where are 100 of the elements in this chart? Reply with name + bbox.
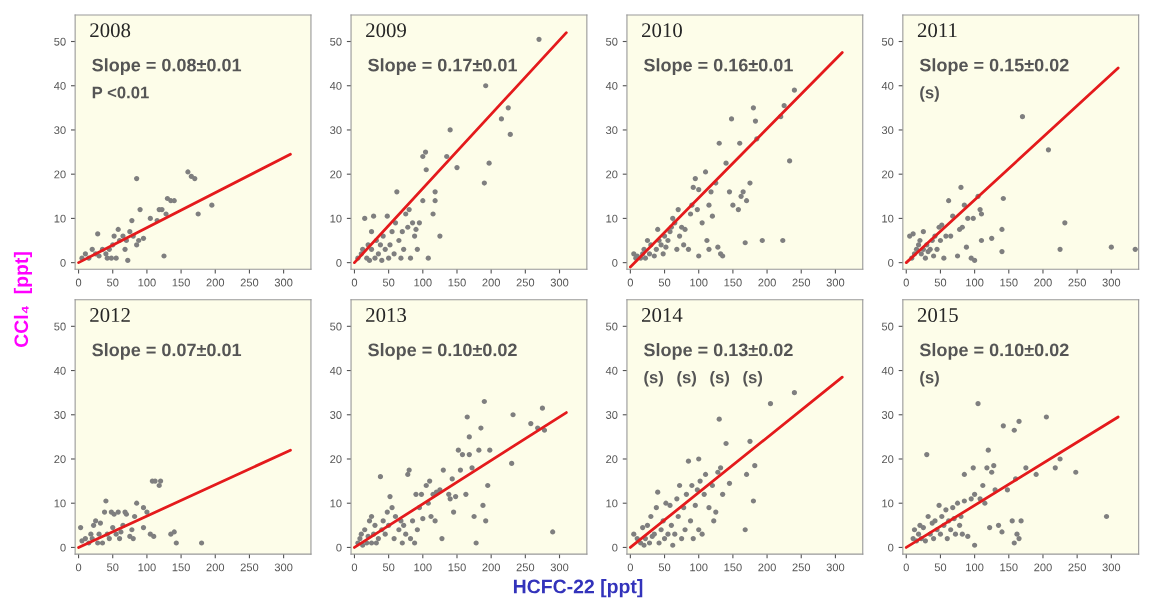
annotation: (s) xyxy=(743,370,763,387)
x-tick-label: 0 xyxy=(351,278,358,287)
x-tick-label: 200 xyxy=(206,563,225,572)
annotation: Slope = 0.10±0.02 xyxy=(919,343,1069,360)
y-tick-label: 40 xyxy=(881,366,894,375)
x-tick-label: 300 xyxy=(1102,278,1121,287)
y-tick-label: 10 xyxy=(606,214,618,223)
x-tick-label: 50 xyxy=(934,563,947,572)
x-tick-label: 250 xyxy=(240,278,259,287)
x-tick-label: 200 xyxy=(1034,278,1052,287)
y-tick-label: 40 xyxy=(54,366,66,375)
y-tick-label: 0 xyxy=(60,258,66,267)
x-tick-label: 200 xyxy=(482,563,500,572)
y-tick-label: 0 xyxy=(336,258,342,267)
y-tick-label: 20 xyxy=(54,455,66,464)
y-tick-label: 10 xyxy=(882,214,894,223)
y-tick-label: 50 xyxy=(330,37,342,46)
x-tick-label: 150 xyxy=(1000,278,1018,287)
x-tick-label: 0 xyxy=(627,563,634,572)
y-tick-label: 50 xyxy=(54,322,66,331)
x-tick-label: 100 xyxy=(690,278,708,287)
y-tick-label: 0 xyxy=(336,543,342,552)
x-tick-label: 0 xyxy=(351,563,358,572)
x-tick-label: 0 xyxy=(627,278,634,287)
x-tick-label: 300 xyxy=(1102,563,1121,572)
y-tick-label: 30 xyxy=(54,411,66,419)
x-tick-label: 150 xyxy=(724,563,742,572)
y-tick-label: 20 xyxy=(606,455,618,464)
x-tick-label: 250 xyxy=(516,563,535,572)
chart-title: 2015 xyxy=(917,308,958,323)
x-tick-label: 300 xyxy=(826,278,845,287)
annotation: Slope = 0.17±0.01 xyxy=(368,58,517,76)
x-tick-label: 50 xyxy=(107,278,119,287)
x-tick-label: 250 xyxy=(1068,278,1086,287)
x-tick-label: 300 xyxy=(550,563,569,572)
annotation: (s) xyxy=(920,370,939,387)
y-tick-label: 50 xyxy=(606,322,618,331)
x-tick-label: 250 xyxy=(792,563,811,572)
y-tick-label: 40 xyxy=(605,366,618,375)
x-tick-label: 200 xyxy=(758,563,776,572)
y-tick-label: 0 xyxy=(888,543,894,552)
y-axis-title: CCl₄ [ppt] xyxy=(13,252,32,348)
x-tick-label: 0 xyxy=(75,278,82,287)
x-tick-label: 200 xyxy=(1034,563,1052,572)
y-tick-label: 10 xyxy=(606,499,618,508)
x-tick-label: 100 xyxy=(690,563,708,572)
x-tick-label: 50 xyxy=(934,278,947,287)
x-tick-label: 100 xyxy=(414,278,432,287)
y-tick-label: 0 xyxy=(60,543,66,552)
y-tick-label: 30 xyxy=(330,411,342,419)
chart-title: 2010 xyxy=(642,23,682,38)
y-tick-label: 10 xyxy=(330,214,342,223)
y-tick-label: 20 xyxy=(330,455,342,464)
x-tick-label: 250 xyxy=(516,278,535,287)
y-tick-label: 50 xyxy=(881,322,894,331)
x-tick-label: 50 xyxy=(382,563,395,572)
chart-title: 2009 xyxy=(366,23,406,38)
x-tick-label: 100 xyxy=(966,563,984,572)
x-tick-label: 0 xyxy=(903,563,909,572)
chart-title: 2011 xyxy=(917,23,957,38)
x-tick-label: 50 xyxy=(382,278,395,287)
annotation: Slope = 0.08±0.01 xyxy=(92,58,242,76)
x-tick-label: 150 xyxy=(172,563,190,572)
x-tick-label: 300 xyxy=(550,278,569,287)
y-tick-label: 30 xyxy=(881,411,894,419)
y-tick-label: 0 xyxy=(612,258,618,267)
y-tick-label: 10 xyxy=(330,499,342,508)
chart-title: 2012 xyxy=(90,308,130,323)
y-tick-label: 50 xyxy=(330,322,342,331)
x-tick-label: 150 xyxy=(448,563,466,572)
x-tick-label: 50 xyxy=(658,278,671,287)
annotation: Slope = 0.13±0.02 xyxy=(643,343,793,360)
x-tick-label: 300 xyxy=(274,563,293,572)
y-tick-label: 30 xyxy=(881,126,894,135)
y-tick-label: 30 xyxy=(330,126,342,135)
y-tick-label: 20 xyxy=(54,170,66,179)
x-tick-label: 200 xyxy=(482,278,500,287)
annotation: (s) xyxy=(644,370,663,387)
x-tick-label: 100 xyxy=(414,563,432,572)
y-tick-label: 20 xyxy=(882,455,894,464)
annotation: (s) xyxy=(920,86,939,102)
x-tick-label: 150 xyxy=(172,278,190,287)
y-tick-label: 50 xyxy=(54,37,66,46)
annotation: P <0.01 xyxy=(92,86,149,99)
x-tick-label: 250 xyxy=(1068,563,1086,572)
chart-title: 2014 xyxy=(642,308,683,323)
y-tick-label: 40 xyxy=(54,82,66,90)
x-tick-label: 100 xyxy=(138,278,156,287)
x-tick-label: 0 xyxy=(903,278,909,287)
chart-title: 2008 xyxy=(90,23,131,38)
y-tick-label: 0 xyxy=(612,543,618,552)
x-tick-label: 50 xyxy=(658,563,671,572)
y-tick-label: 30 xyxy=(605,126,618,135)
x-tick-label: 150 xyxy=(724,278,742,287)
y-tick-label: 40 xyxy=(329,82,342,90)
x-tick-label: 300 xyxy=(274,278,293,287)
x-tick-label: 100 xyxy=(966,278,984,287)
annotation: Slope = 0.15±0.02 xyxy=(919,58,1069,76)
annotation: Slope = 0.10±0.02 xyxy=(368,343,517,360)
x-tick-label: 200 xyxy=(758,278,776,287)
